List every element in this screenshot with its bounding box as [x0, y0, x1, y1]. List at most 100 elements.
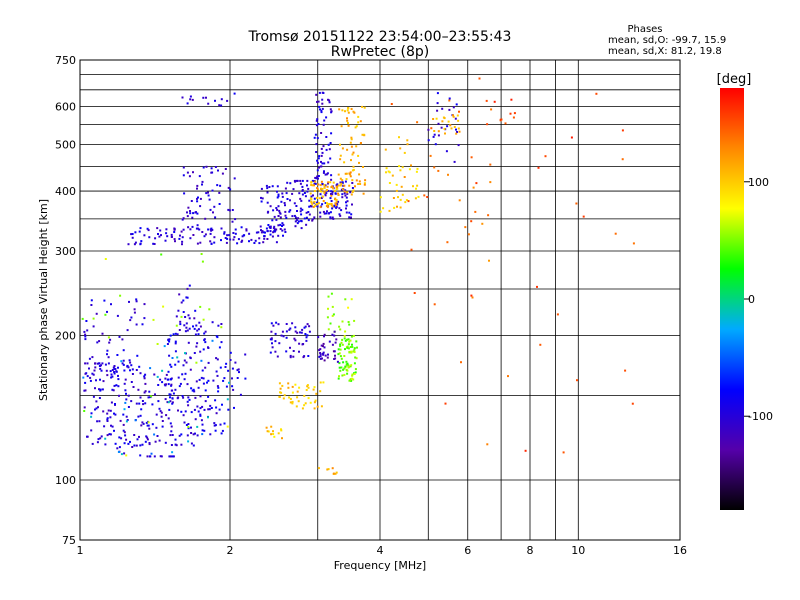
- data-point: [98, 340, 101, 343]
- data-point: [245, 229, 248, 232]
- data-point: [324, 354, 327, 357]
- data-point: [213, 422, 216, 425]
- data-point: [109, 338, 112, 341]
- data-point: [351, 374, 354, 377]
- data-point: [344, 330, 347, 333]
- data-point: [347, 124, 350, 127]
- data-point: [131, 368, 134, 371]
- data-point: [621, 158, 624, 161]
- data-point: [196, 242, 199, 245]
- data-point: [308, 199, 311, 202]
- data-point: [114, 403, 116, 405]
- data-point: [278, 396, 281, 398]
- data-point: [339, 345, 342, 348]
- data-point: [106, 310, 108, 313]
- data-point: [319, 189, 322, 192]
- data-point: [133, 434, 136, 436]
- data-point: [198, 378, 201, 381]
- data-point: [204, 341, 207, 344]
- data-point: [199, 413, 202, 416]
- data-point: [329, 217, 332, 220]
- data-point: [229, 351, 232, 354]
- data-point: [122, 413, 125, 416]
- data-point: [215, 370, 218, 373]
- data-point: [299, 197, 302, 200]
- data-point: [124, 389, 127, 392]
- data-point: [270, 322, 273, 325]
- data-point: [556, 313, 559, 316]
- data-point: [349, 346, 352, 348]
- data-point: [258, 242, 261, 245]
- data-point: [137, 415, 140, 418]
- data-point: [357, 183, 360, 185]
- data-point: [248, 232, 251, 235]
- data-point: [354, 371, 357, 374]
- data-point: [327, 161, 330, 164]
- data-point: [101, 388, 104, 391]
- data-point: [384, 148, 387, 151]
- x-tick-label: 16: [673, 544, 687, 557]
- data-point: [159, 229, 162, 232]
- data-point: [326, 189, 328, 191]
- data-point: [127, 366, 130, 369]
- data-point: [288, 210, 291, 213]
- data-point: [436, 109, 439, 112]
- data-point: [339, 343, 342, 346]
- plot-frame: [79, 59, 681, 541]
- data-point: [98, 397, 101, 399]
- data-point: [297, 217, 300, 220]
- data-point: [349, 339, 352, 342]
- data-point: [344, 365, 347, 368]
- data-point: [104, 313, 107, 316]
- data-point: [207, 102, 210, 105]
- data-point: [223, 377, 226, 380]
- data-point: [347, 343, 350, 346]
- data-point: [123, 408, 126, 411]
- data-point: [113, 372, 116, 375]
- data-point: [277, 205, 280, 208]
- data-point: [225, 241, 228, 244]
- data-point: [163, 383, 166, 386]
- data-point: [201, 369, 204, 372]
- data-point: [289, 346, 291, 349]
- data-point: [313, 190, 316, 192]
- data-point: [192, 171, 194, 174]
- data-point: [101, 362, 104, 365]
- data-point: [296, 396, 299, 399]
- data-point: [347, 111, 350, 114]
- y-tick-label: 200: [55, 330, 76, 343]
- data-point: [168, 354, 171, 357]
- data-point: [350, 364, 353, 367]
- data-point: [296, 210, 298, 212]
- data-point: [342, 361, 345, 364]
- data-point: [170, 383, 173, 386]
- data-point: [338, 213, 341, 216]
- data-point: [150, 452, 153, 455]
- data-point: [359, 120, 362, 123]
- data-point: [211, 321, 214, 324]
- data-point: [317, 123, 320, 125]
- y-tick-label: 500: [55, 139, 76, 152]
- data-point: [346, 191, 349, 194]
- data-point: [301, 189, 304, 192]
- data-point: [266, 187, 269, 190]
- data-point: [202, 382, 205, 385]
- data-point: [189, 357, 192, 360]
- data-point: [309, 197, 312, 200]
- data-point: [139, 414, 142, 417]
- data-point: [202, 166, 205, 169]
- data-point: [416, 167, 419, 170]
- data-point: [138, 230, 141, 233]
- data-point: [436, 92, 439, 95]
- data-point: [452, 114, 454, 117]
- data-point: [363, 133, 366, 136]
- data-point: [84, 338, 87, 341]
- data-point: [320, 160, 322, 163]
- data-point: [186, 211, 188, 214]
- y-tick-label: 750: [55, 54, 76, 67]
- data-point: [444, 402, 447, 405]
- data-point: [102, 410, 105, 413]
- data-point: [169, 434, 172, 437]
- data-point: [189, 368, 192, 371]
- data-point: [170, 233, 173, 236]
